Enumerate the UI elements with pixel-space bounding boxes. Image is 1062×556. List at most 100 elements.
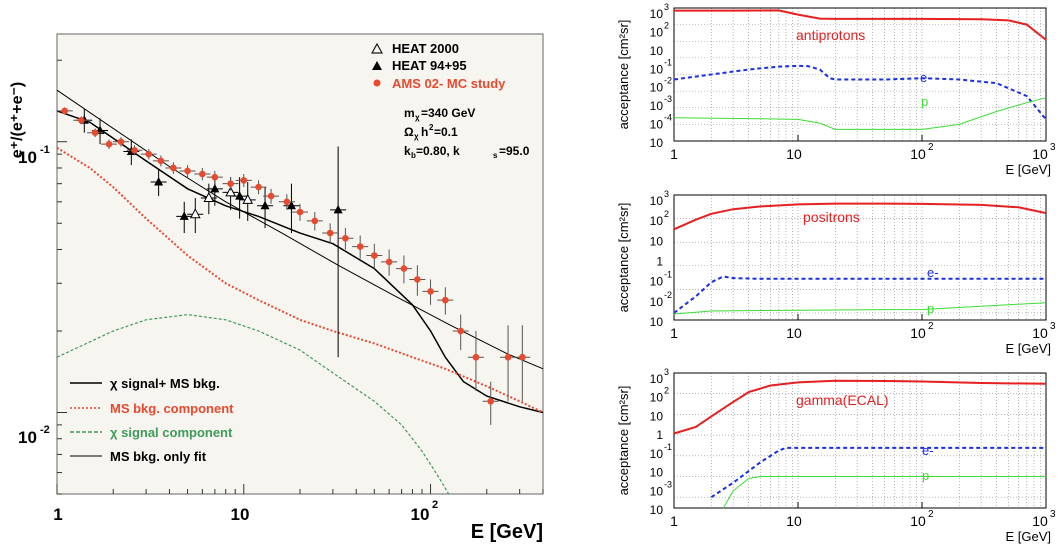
ytick-exp: 3 <box>664 189 669 199</box>
panel-title: gamma(ECAL) <box>796 392 889 408</box>
y-axis-label: acceptance [cm²sr] <box>616 386 631 496</box>
ytick-label: 10 <box>650 466 664 480</box>
ams-data-point <box>400 265 408 272</box>
open-triangle-marker <box>370 42 384 54</box>
param-s-sub: s <box>493 151 498 160</box>
ams-data-point <box>342 234 349 242</box>
left-xtick-label: 10 <box>411 505 430 524</box>
ytick-label: 10 <box>650 234 664 248</box>
heat9495-data-point <box>333 204 343 214</box>
param-chi-sub: χ <box>415 113 420 122</box>
xtick-exp: 2 <box>928 142 934 153</box>
xtick-exp: 2 <box>928 321 934 332</box>
xtick-exp: 3 <box>1050 509 1056 520</box>
series-label-p: p <box>921 94 928 109</box>
series-antiprotons <box>674 9 1047 41</box>
ytick-label: 10 <box>650 25 664 39</box>
panel-title: positrons <box>803 209 860 225</box>
curve-ms-bkg-only-fit <box>56 89 544 370</box>
panel-title: antiprotons <box>796 27 865 43</box>
x-axis-label: E [GeV] <box>1005 162 1051 177</box>
series-label-e: e- <box>922 443 934 458</box>
left-ytick-exp: -2 <box>40 424 50 436</box>
ytick-label: 10 <box>650 275 664 289</box>
x-axis-label: E [GeV] <box>1005 529 1051 544</box>
ams-data-point <box>296 208 304 216</box>
ytick-label: 10 <box>650 44 664 58</box>
ytick-exp: 2 <box>664 20 669 30</box>
ams-data-point <box>184 167 191 175</box>
left-legend-top: HEAT 2000 HEAT 94+95 AMS 02- MC study <box>370 41 506 91</box>
ams-data-point <box>442 296 449 304</box>
filled-triangle-marker <box>372 61 382 70</box>
legend-label-heat-2000: HEAT 2000 <box>392 41 459 56</box>
left-xtick-exp: 2 <box>432 499 438 511</box>
series-p <box>722 476 1046 509</box>
ams-data-point <box>78 117 85 124</box>
xtick-label: 10 <box>1032 325 1048 341</box>
ytick-exp: -2 <box>664 76 672 86</box>
ams-data-point <box>371 252 378 259</box>
left-params-text: m χ =340 GeV Ω χ h 2 =0.1 k b =0.80, k s… <box>404 106 530 160</box>
series-p <box>673 302 1047 315</box>
heat2000-data-point <box>189 208 201 219</box>
series-label-e: e- <box>920 70 932 85</box>
ytick-label: 10 <box>650 484 664 498</box>
ytick-exp: -2 <box>664 290 672 300</box>
panel-frame <box>673 372 1047 509</box>
param-m: m <box>404 106 415 120</box>
left-plot-frame <box>56 33 544 495</box>
series-e- <box>710 446 1046 499</box>
ams-data-point <box>283 198 291 206</box>
ytick-exp: -4 <box>664 113 672 123</box>
legend-label-signal: χ signal component <box>110 425 233 440</box>
ams-data-point <box>487 397 495 405</box>
left-xtick-label: 1 <box>53 505 62 524</box>
ytick-exp: 2 <box>664 386 669 396</box>
ams-data-point <box>267 192 275 200</box>
ytick-exp: -1 <box>664 442 672 452</box>
panel-frame <box>673 194 1047 321</box>
legend-label-ms-only: MS bkg. only fit <box>110 449 207 464</box>
series-e- <box>673 64 1047 121</box>
series-positrons <box>673 202 1047 231</box>
xtick-exp: 2 <box>928 509 934 520</box>
ytick-exp: -1 <box>664 57 672 67</box>
ams-data-point <box>227 180 234 187</box>
curve--signal-component <box>56 313 450 495</box>
left-series-group <box>56 89 544 495</box>
ytick-label: 10 <box>650 194 664 208</box>
ytick-exp: 3 <box>664 2 669 12</box>
heat2000-data-point <box>225 186 236 197</box>
ams-data-point <box>211 173 219 181</box>
param-chi-sub2: χ <box>414 132 419 141</box>
left-ytick-label: 10 <box>18 428 37 447</box>
ytick-label: 10 <box>650 372 664 386</box>
param-omega-value: =0.1 <box>434 125 458 139</box>
ams-data-point <box>255 183 262 191</box>
xtick-exp: 3 <box>1050 142 1056 153</box>
param-k: k <box>404 144 411 158</box>
legend-label-heat-9495: HEAT 94+95 <box>392 58 467 73</box>
series-label-e: e- <box>927 265 939 280</box>
ams-data-point <box>170 164 177 172</box>
heat2000-data-point <box>203 191 215 202</box>
ytick-label: 10 <box>650 391 664 405</box>
ytick-label: 1 <box>656 255 663 269</box>
ams-data-point <box>157 157 165 165</box>
left-x-axis-label: E [GeV] <box>471 521 543 543</box>
ams-data-point <box>105 140 113 148</box>
ytick-label: 10 <box>650 62 664 76</box>
left-y-axis-label: e⁺/(e⁺+e⁻) <box>9 82 26 158</box>
heat9495-data-point <box>235 191 245 200</box>
ytick-label: 1 <box>656 428 663 442</box>
ams-data-point <box>145 150 153 158</box>
ams-data-point <box>385 258 393 266</box>
xtick-label: 1 <box>670 513 678 529</box>
left-xtick-label: 10 <box>231 505 250 524</box>
ams-data-point <box>427 288 434 295</box>
